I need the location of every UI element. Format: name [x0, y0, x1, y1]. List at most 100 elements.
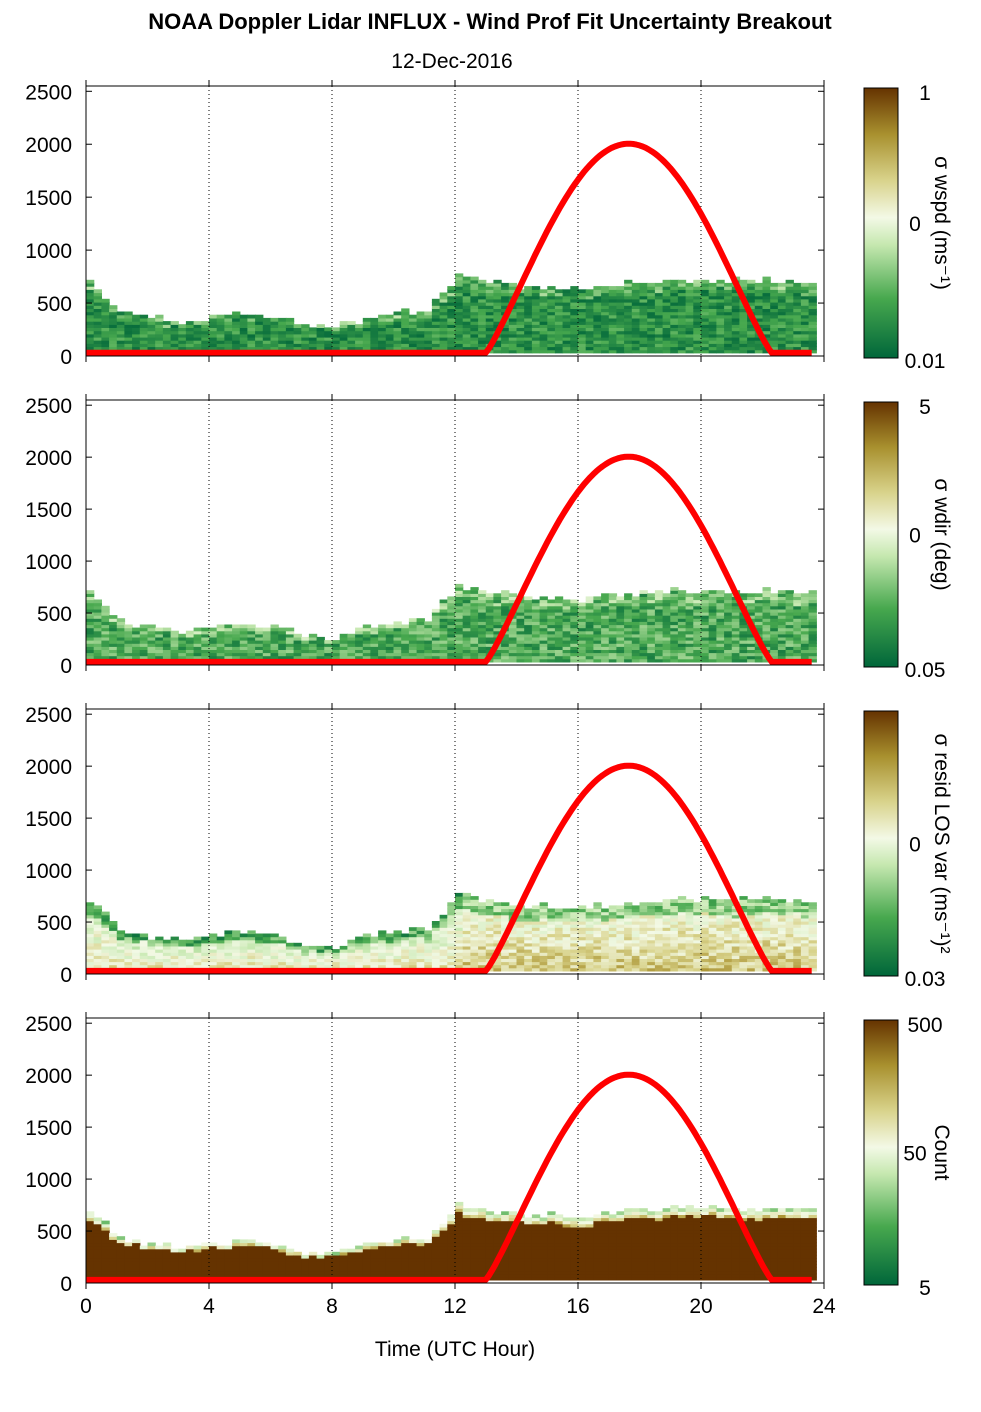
heatmap-cell — [547, 343, 556, 348]
heatmap-cell — [209, 939, 218, 944]
heatmap-cell — [524, 311, 533, 316]
heatmap-cell — [462, 602, 471, 607]
heatmap-cell — [608, 942, 618, 947]
heatmap-cell — [754, 612, 764, 616]
heatmap-cell — [431, 333, 441, 338]
heatmap-cell — [216, 624, 225, 629]
heatmap-cell — [524, 305, 533, 309]
heatmap-cell — [808, 942, 817, 947]
heatmap-cell — [739, 311, 748, 316]
heatmap-cell — [178, 942, 187, 947]
heatmap-cell — [616, 646, 625, 650]
heatmap-cell — [516, 349, 525, 354]
heatmap-cell — [478, 917, 487, 922]
heatmap-cell — [447, 289, 456, 294]
heatmap-cell — [255, 961, 264, 966]
heatmap-cell — [109, 346, 118, 351]
heatmap-cell — [639, 608, 648, 613]
heatmap-cell — [86, 914, 95, 919]
heatmap-cell — [685, 633, 694, 638]
heatmap-cell — [800, 911, 810, 916]
heatmap-cell — [101, 330, 110, 335]
heatmap-cell — [439, 649, 448, 654]
heatmap-cell — [455, 292, 464, 297]
heatmap-cell — [501, 608, 510, 613]
heatmap-cell — [654, 330, 664, 335]
heatmap-cell — [631, 911, 641, 916]
heatmap-cell — [455, 295, 464, 300]
heatmap-cell — [416, 330, 425, 335]
heatmap-cell — [516, 295, 525, 300]
heatmap-cell — [670, 286, 679, 290]
heatmap-cell — [416, 340, 425, 344]
heatmap-cell — [562, 927, 571, 931]
heatmap-cell — [616, 314, 625, 319]
heatmap-cell — [301, 961, 310, 966]
heatmap-cell — [539, 961, 548, 966]
heatmap-cell — [462, 615, 471, 619]
heatmap-cell — [485, 336, 495, 341]
heatmap-cell — [570, 302, 579, 306]
heatmap-cell — [808, 643, 817, 647]
heatmap-cell — [101, 958, 110, 963]
heatmap-cell — [762, 949, 771, 953]
heatmap-cell — [716, 908, 725, 913]
heatmap-cell — [585, 936, 594, 941]
heatmap-cell — [800, 936, 810, 941]
heatmap-cell — [739, 596, 748, 601]
heatmap-cell — [639, 336, 648, 341]
heatmap-cell — [262, 936, 272, 941]
heatmap-cell — [616, 652, 625, 657]
heatmap-cell — [670, 652, 679, 657]
heatmap-cell — [324, 652, 333, 657]
heatmap-cell — [93, 921, 102, 925]
heatmap-cell — [685, 618, 694, 622]
heatmap-cell — [624, 627, 633, 632]
heatmap-cell — [747, 649, 756, 654]
heatmap-cell — [193, 655, 202, 660]
heatmap-cell — [109, 327, 118, 332]
heatmap-cell — [531, 295, 541, 300]
heatmap-cell — [762, 314, 771, 319]
heatmap-cell — [793, 640, 802, 644]
heatmap-cell — [485, 899, 495, 903]
heatmap-cell — [508, 321, 518, 325]
heatmap-cell — [554, 627, 564, 632]
heatmap-cell — [293, 330, 302, 335]
heatmap-cell — [808, 349, 817, 354]
heatmap-cell — [462, 949, 471, 953]
heatmap-cell — [447, 905, 456, 910]
heatmap-cell — [731, 599, 741, 604]
heatmap-cell — [770, 336, 779, 341]
heatmap-cell — [654, 298, 664, 303]
heatmap-cell — [293, 340, 302, 344]
heatmap-cell — [109, 624, 118, 629]
heatmap-cell — [562, 343, 571, 348]
heatmap-cell — [378, 333, 387, 338]
heatmap-cell — [716, 608, 725, 613]
heatmap-cell — [770, 612, 779, 616]
heatmap-cell — [708, 596, 717, 601]
heatmap-cell — [624, 949, 633, 953]
heatmap-cell — [416, 952, 425, 956]
heatmap-cell — [547, 349, 556, 354]
heatmap-cell — [754, 605, 764, 610]
heatmap-cell — [378, 640, 387, 644]
heatmap-cell — [654, 314, 664, 319]
heatmap-cell — [524, 298, 533, 303]
heatmap-cell — [616, 905, 625, 910]
heatmap-cell — [339, 949, 348, 953]
heatmap-cell — [647, 939, 656, 944]
heatmap-cell — [508, 952, 518, 956]
heatmap-cell — [724, 911, 733, 916]
heatmap-cell — [401, 652, 410, 657]
heatmap-cell — [608, 615, 618, 619]
heatmap-cell — [685, 899, 694, 903]
heatmap-cell — [747, 596, 756, 601]
heatmap-cell — [685, 605, 694, 610]
heatmap-cell — [332, 643, 341, 647]
heatmap-cell — [270, 955, 279, 959]
heatmap-cell — [370, 333, 379, 338]
heatmap-cell — [739, 599, 748, 604]
